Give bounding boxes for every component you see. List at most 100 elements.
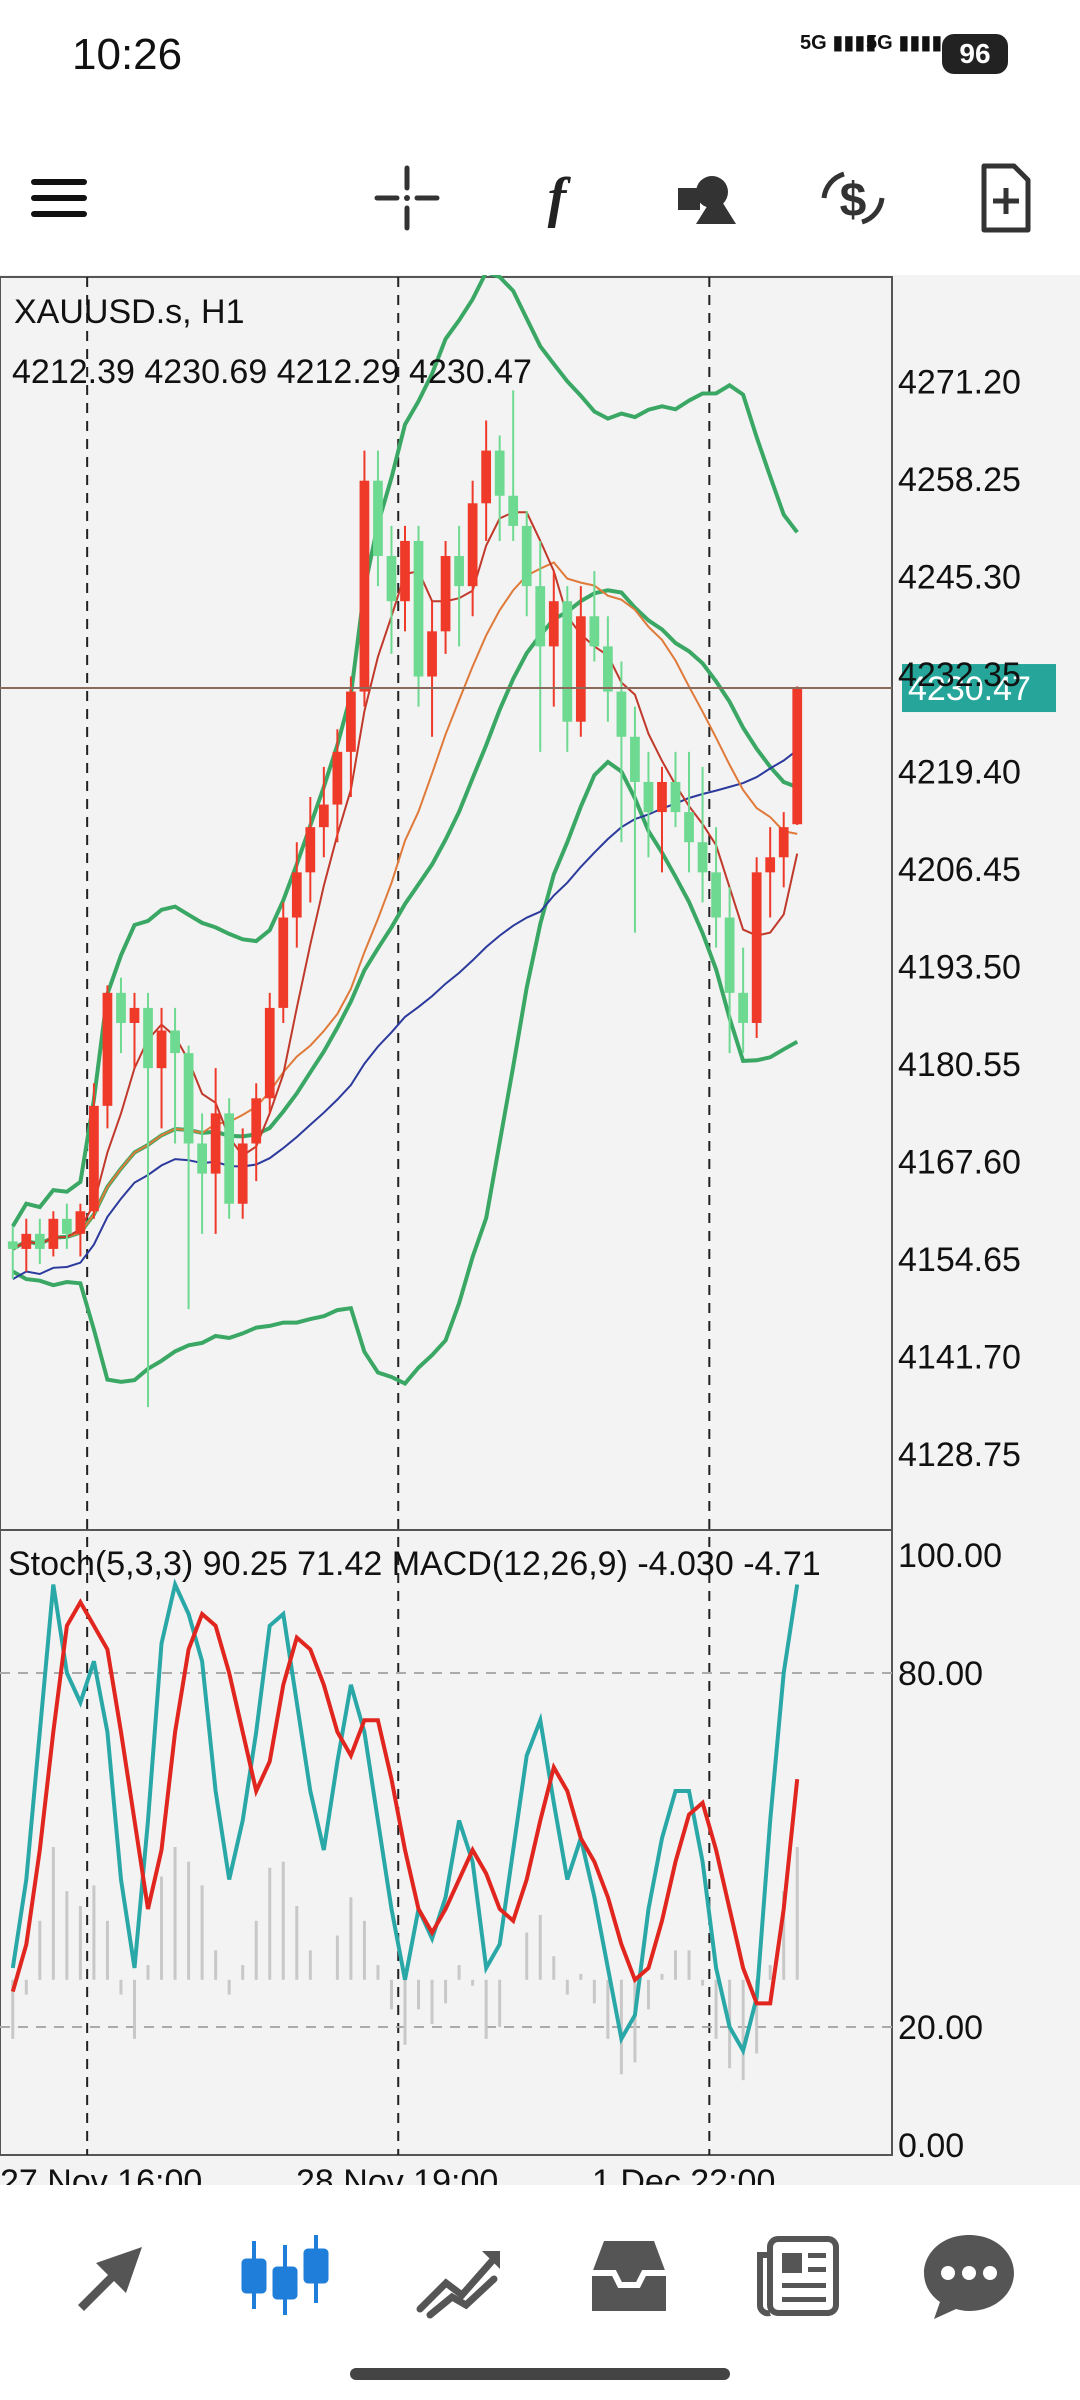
candle: [264, 1007, 275, 1099]
candle: [589, 616, 600, 647]
menu-icon[interactable]: [14, 158, 104, 238]
function-icon[interactable]: f: [512, 158, 602, 238]
candle: [765, 857, 776, 873]
history-icon[interactable]: [574, 2225, 684, 2325]
candle: [711, 872, 721, 918]
candle: [21, 1233, 32, 1249]
lower-band-line: [11, 759, 799, 1386]
indicator-y-tick-label: 20.00: [898, 2009, 983, 2047]
candle: [102, 992, 113, 1106]
candle: [535, 586, 546, 647]
candle: [305, 827, 316, 873]
candle: [400, 540, 410, 602]
mid-ma-line: [12, 561, 798, 1250]
candle: [643, 781, 654, 813]
candle: [670, 781, 681, 813]
y-tick-label: 4180.55: [898, 1046, 1021, 1084]
y-tick-label: 4141.70: [898, 1339, 1021, 1377]
battery-icon: 96: [942, 34, 1008, 74]
candle: [278, 917, 289, 1008]
candle: [34, 1233, 45, 1249]
y-tick-label: 4245.30: [898, 558, 1021, 596]
current-price-label: 4230.47: [908, 670, 1031, 708]
home-indicator[interactable]: [350, 2368, 730, 2380]
candle: [156, 1030, 167, 1069]
candle: [481, 450, 492, 504]
toolbar: f $: [0, 130, 1080, 260]
y-tick-label: 4154.65: [898, 1241, 1021, 1279]
indicator-header: Stoch(5,3,3) 90.25 71.42 MACD(12,26,9) -…: [8, 1545, 821, 1583]
candle: [738, 992, 749, 1023]
news-icon[interactable]: [746, 2225, 856, 2325]
candle: [467, 503, 478, 587]
candle: [61, 1218, 72, 1234]
stoch-signal-line: [10, 1598, 800, 2006]
y-tick-label: 4193.50: [898, 948, 1021, 986]
candle: [575, 616, 586, 722]
candle: [630, 736, 640, 782]
signal-icon-2: 5G ▮▮▮▮: [866, 32, 943, 54]
objects-icon[interactable]: [660, 158, 750, 238]
messages-icon[interactable]: [914, 2225, 1024, 2325]
candle: [494, 450, 505, 496]
y-tick-label: 4167.60: [898, 1144, 1021, 1182]
candle: [89, 1105, 99, 1212]
candle: [291, 872, 302, 918]
candle: [224, 1113, 235, 1204]
quotes-icon[interactable]: [56, 2225, 166, 2325]
candle: [170, 1030, 180, 1054]
candle: [183, 1053, 194, 1144]
candle: [562, 601, 573, 722]
y-tick-label: 4271.20: [898, 363, 1021, 401]
candle: [251, 1098, 262, 1144]
svg-text:f: f: [548, 167, 572, 229]
symbol-label: XAUUSD.s, H1: [14, 293, 245, 331]
trade-nav-icon[interactable]: [402, 2225, 512, 2325]
bottom-nav: [0, 2205, 1080, 2355]
indicator-y-tick-label: 80.00: [898, 1655, 983, 1693]
indicator-y-tick-label: 100.00: [898, 1537, 1002, 1575]
chart-area[interactable]: 4230.47 4271.20 4258.25 4245.30 4232.35 4219…: [0, 275, 1080, 2185]
candle: [129, 1007, 140, 1023]
candle: [318, 804, 329, 828]
upper-band-line: [11, 275, 799, 1228]
candle: [48, 1218, 59, 1249]
candle: [697, 842, 708, 873]
ohlc-header: 4212.39 4230.69 4212.29 4230.47: [12, 353, 532, 391]
crosshair-icon[interactable]: [362, 158, 452, 238]
candle: [521, 525, 532, 587]
candle: [454, 556, 464, 587]
candle: [143, 1007, 153, 1069]
chart-icon[interactable]: [230, 2225, 340, 2325]
candle: [210, 1113, 221, 1174]
y-tick-label: 4206.45: [898, 851, 1021, 889]
candle: [373, 480, 383, 557]
candle: [657, 781, 667, 813]
status-time: 10:26: [72, 30, 183, 79]
candle: [237, 1143, 248, 1204]
x-tick-label: 1 Dec 22:00: [592, 2163, 775, 2185]
candle: [7, 1241, 18, 1249]
x-tick-label: 27 Nov 16:00: [0, 2163, 202, 2185]
candle: [616, 691, 627, 737]
candle: [413, 540, 424, 677]
new-order-icon[interactable]: [960, 158, 1050, 238]
y-tick-label: 4219.40: [898, 753, 1021, 791]
candle: [346, 691, 356, 752]
candle: [778, 827, 789, 858]
trade-icon[interactable]: $: [808, 158, 898, 238]
candle: [427, 631, 437, 677]
candle: [508, 495, 519, 526]
status-bar: 10:26 5G ▮▮▮▮ 5G ▮▮▮▮ 96: [0, 0, 1080, 115]
candle: [792, 688, 803, 825]
candle: [751, 872, 762, 1023]
candle: [197, 1143, 207, 1174]
candle: [359, 480, 370, 692]
current-price-tag: [902, 664, 1056, 713]
y-tick-label: 4258.25: [898, 461, 1021, 499]
indicator-y-tick-label: 0.00: [898, 2127, 964, 2165]
candle: [386, 556, 397, 602]
candle: [684, 812, 694, 843]
candle: [603, 646, 613, 692]
y-tick-label: 4128.75: [898, 1436, 1021, 1474]
